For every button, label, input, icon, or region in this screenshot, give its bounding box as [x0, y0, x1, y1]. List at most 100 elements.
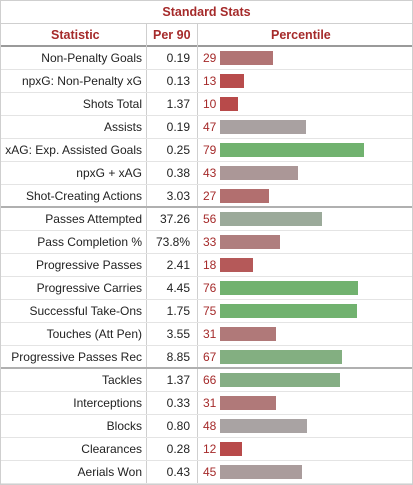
table-row: Non-Penalty Goals 0.19 29	[1, 47, 412, 70]
per90-value: 0.43	[166, 465, 190, 479]
percentile-value: 13	[203, 74, 217, 88]
stat-label[interactable]: Progressive Passes	[35, 258, 142, 272]
table-row: Progressive Carries 4.45 76	[1, 277, 412, 300]
per90-value: 1.75	[166, 304, 190, 318]
stat-label[interactable]: Clearances	[81, 442, 142, 456]
stat-label[interactable]: Touches (Att Pen)	[46, 327, 142, 341]
percentile-bar	[220, 442, 242, 456]
column-divider	[146, 24, 147, 484]
table-row: Assists 0.19 47	[1, 116, 412, 139]
per90-value: 0.38	[166, 166, 190, 180]
stat-label[interactable]: Non-Penalty Goals	[41, 51, 142, 65]
header-row: Statistic Per 90 Percentile	[1, 24, 412, 47]
per90-value: 37.26	[159, 212, 190, 226]
per90-value: 3.03	[166, 189, 190, 203]
percentile-value: 12	[203, 442, 217, 456]
per90-value: 2.41	[166, 258, 190, 272]
percentile-bar	[220, 235, 281, 249]
table-row: Shot-Creating Actions 3.03 27	[1, 185, 412, 208]
percentile-value: 56	[203, 212, 217, 226]
percentile-bar	[220, 327, 277, 341]
header-statistic[interactable]: Statistic	[51, 28, 100, 42]
percentile-value: 18	[203, 258, 217, 272]
per90-value: 0.13	[166, 74, 190, 88]
table-row: npxG + xAG 0.38 43	[1, 162, 412, 185]
stat-label[interactable]: xAG: Exp. Assisted Goals	[5, 143, 142, 157]
percentile-bar	[220, 465, 302, 479]
percentile-value: 29	[203, 51, 217, 65]
stat-label[interactable]: Pass Completion %	[37, 235, 142, 249]
percentile-bar	[220, 97, 239, 111]
percentile-bar	[220, 304, 357, 318]
per90-value: 4.45	[166, 281, 190, 295]
per90-value: 8.85	[166, 350, 190, 364]
stat-label[interactable]: Shots Total	[82, 97, 142, 111]
percentile-value: 45	[203, 465, 217, 479]
percentile-value: 27	[203, 189, 217, 203]
per90-value: 0.33	[166, 396, 190, 410]
table-row: Tackles 1.37 66	[1, 369, 412, 392]
percentile-value: 31	[203, 327, 217, 341]
per90-value: 0.25	[166, 143, 190, 157]
percentile-value: 43	[203, 166, 217, 180]
percentile-bar	[220, 143, 364, 157]
percentile-bar	[220, 120, 306, 134]
percentile-bar	[220, 189, 270, 203]
percentile-value: 31	[203, 396, 217, 410]
percentile-value: 66	[203, 373, 217, 387]
stat-label[interactable]: Passes Attempted	[45, 212, 142, 226]
per90-value: 1.37	[166, 97, 190, 111]
percentile-bar	[220, 419, 308, 433]
percentile-value: 48	[203, 419, 217, 433]
stat-label[interactable]: Aerials Won	[77, 465, 142, 479]
per90-value: 0.19	[166, 120, 190, 134]
percentile-value: 67	[203, 350, 217, 364]
stat-label[interactable]: Interceptions	[73, 396, 142, 410]
table-row: Shots Total 1.37 10	[1, 93, 412, 116]
percentile-value: 79	[203, 143, 217, 157]
per90-value: 0.19	[166, 51, 190, 65]
header-percentile[interactable]: Percentile	[271, 28, 331, 42]
table-row: Clearances 0.28 12	[1, 438, 412, 461]
per90-value: 0.28	[166, 442, 190, 456]
table-row: Passes Attempted 37.26 56	[1, 208, 412, 231]
stat-label[interactable]: Successful Take-Ons	[29, 304, 143, 318]
table-title: Standard Stats	[1, 1, 412, 24]
stat-label[interactable]: Shot-Creating Actions	[25, 189, 142, 203]
table-row: Aerials Won 0.43 45	[1, 461, 412, 484]
percentile-bar	[220, 281, 359, 295]
table-row: Touches (Att Pen) 3.55 31	[1, 323, 412, 346]
stat-label[interactable]: Tackles	[101, 373, 142, 387]
percentile-bar	[220, 74, 244, 88]
percentile-bar	[220, 258, 253, 272]
column-divider	[197, 24, 198, 484]
percentile-bar	[220, 373, 341, 387]
header-per-90[interactable]: Per 90	[153, 28, 191, 42]
stat-label[interactable]: Progressive Carries	[36, 281, 142, 295]
table-row: npxG: Non-Penalty xG 0.13 13	[1, 70, 412, 93]
stat-label[interactable]: Progressive Passes Rec	[11, 350, 142, 364]
stat-label[interactable]: Blocks	[106, 419, 142, 433]
percentile-bar	[220, 166, 299, 180]
percentile-bar	[220, 396, 277, 410]
table-row: Successful Take-Ons 1.75 75	[1, 300, 412, 323]
percentile-value: 10	[203, 97, 217, 111]
per90-value: 73.8%	[155, 235, 190, 249]
per90-value: 0.80	[166, 419, 190, 433]
percentile-bar	[220, 212, 322, 226]
per90-value: 1.37	[166, 373, 190, 387]
stat-label[interactable]: npxG: Non-Penalty xG	[21, 74, 142, 88]
table-row: Progressive Passes 2.41 18	[1, 254, 412, 277]
table-row: Blocks 0.80 48	[1, 415, 412, 438]
stat-label[interactable]: Assists	[103, 120, 142, 134]
percentile-value: 75	[203, 304, 217, 318]
table-row: Progressive Passes Rec 8.85 67	[1, 346, 412, 369]
table-row: xAG: Exp. Assisted Goals 0.25 79	[1, 139, 412, 162]
stat-label[interactable]: npxG + xAG	[76, 166, 142, 180]
percentile-value: 76	[203, 281, 217, 295]
percentile-value: 47	[203, 120, 217, 134]
percentile-bar	[220, 51, 273, 65]
per90-value: 3.55	[166, 327, 190, 341]
percentile-value: 33	[203, 235, 217, 249]
